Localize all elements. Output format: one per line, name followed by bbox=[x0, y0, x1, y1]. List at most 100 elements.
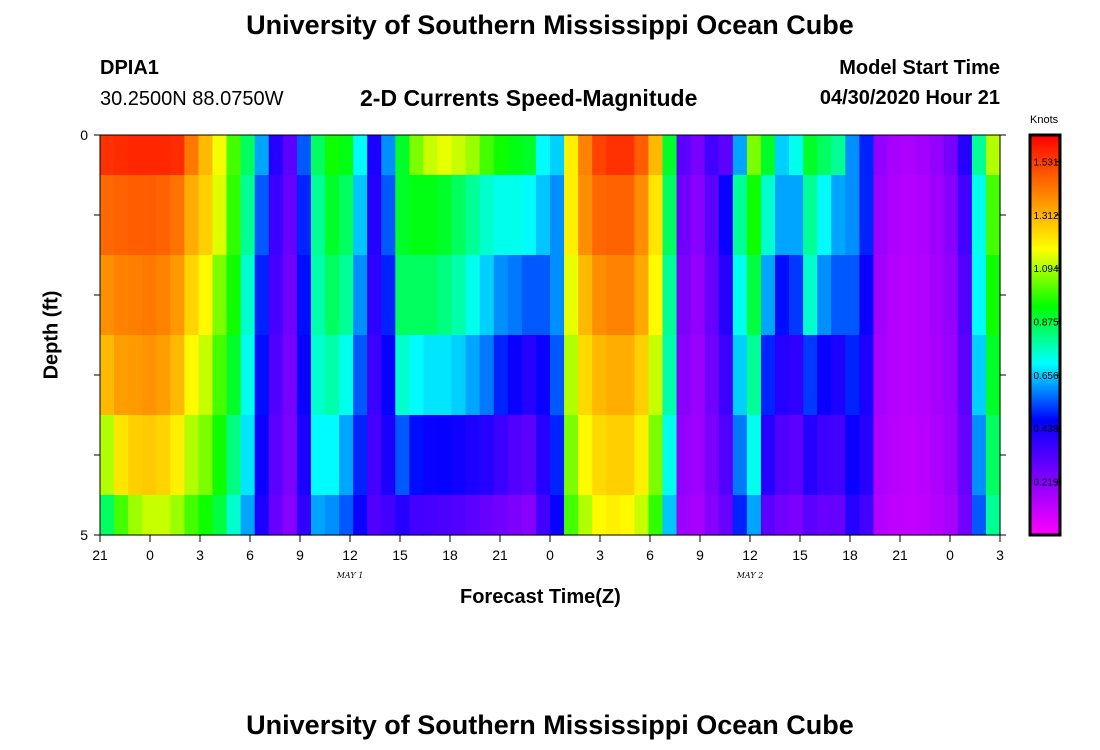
heatmap-cell bbox=[648, 335, 664, 416]
heatmap-cell bbox=[901, 255, 917, 336]
heatmap-cell bbox=[184, 255, 200, 336]
colorbar-tick-label: 0.656 bbox=[1033, 371, 1058, 382]
heatmap-cell bbox=[465, 335, 481, 416]
heatmap-cell bbox=[592, 495, 607, 536]
heatmap-cell bbox=[212, 135, 228, 176]
heatmap-cell bbox=[395, 495, 410, 536]
heatmap-cell bbox=[831, 255, 846, 336]
heatmap-cell bbox=[339, 495, 354, 536]
heatmap-cell bbox=[437, 175, 453, 256]
heatmap-cell bbox=[226, 495, 242, 536]
heatmap-cell bbox=[775, 495, 790, 536]
heatmap-cell bbox=[789, 495, 804, 536]
colorbar-tick-label: 1.312 bbox=[1033, 211, 1058, 222]
heatmap-cell bbox=[943, 495, 959, 536]
heatmap-cell bbox=[803, 495, 818, 536]
heatmap-cell bbox=[493, 415, 509, 496]
heatmap-cell bbox=[873, 335, 889, 416]
heatmap-cell bbox=[831, 415, 846, 496]
heatmap-cell bbox=[240, 175, 256, 256]
heatmap-cell bbox=[493, 335, 509, 416]
heatmap-cell bbox=[437, 135, 453, 176]
heatmap-cell bbox=[479, 175, 495, 256]
heatmap-cell bbox=[114, 335, 129, 416]
heatmap-cell bbox=[760, 175, 776, 256]
colorbar-ticks: 1.531 1.312 1.094 0.875 0.656 0.438 0.219 bbox=[1033, 158, 1060, 489]
heatmap-cell bbox=[718, 255, 734, 336]
heatmap-cell bbox=[831, 135, 846, 176]
x-tick-label: 6 bbox=[646, 547, 654, 563]
heatmap-cell bbox=[493, 175, 509, 256]
heatmap-cell bbox=[128, 175, 143, 256]
heatmap-cell bbox=[550, 495, 565, 536]
heatmap-cell bbox=[521, 415, 537, 496]
heatmap-cell bbox=[915, 175, 931, 256]
heatmap-cell bbox=[564, 495, 579, 536]
heatmap-cell bbox=[704, 415, 720, 496]
heatmap-cell bbox=[310, 495, 326, 536]
heatmap-cell bbox=[620, 415, 635, 496]
heatmap-cell bbox=[775, 335, 790, 416]
heatmap-cell bbox=[564, 175, 579, 256]
heatmap-cell bbox=[550, 255, 565, 336]
heatmap-cell bbox=[451, 255, 467, 336]
heatmap-cell bbox=[240, 135, 256, 176]
heatmap-cell bbox=[606, 255, 621, 336]
heatmap-cell bbox=[873, 495, 889, 536]
heatmap-cells bbox=[100, 135, 1001, 536]
heatmap-cell bbox=[268, 175, 284, 256]
heatmap-cell bbox=[423, 495, 439, 536]
heatmap-cell bbox=[395, 335, 410, 416]
heatmap-cell bbox=[971, 135, 987, 176]
heatmap-cell bbox=[310, 255, 326, 336]
heatmap-cell bbox=[789, 135, 804, 176]
heatmap-cell bbox=[817, 415, 832, 496]
heatmap-cell bbox=[409, 175, 425, 256]
heatmap-cell bbox=[985, 335, 1001, 416]
x-tick-label: 9 bbox=[696, 547, 704, 563]
heatmap-cell bbox=[170, 415, 185, 496]
x-axis-title: Forecast Time(Z) bbox=[460, 586, 621, 608]
heatmap-cell bbox=[662, 335, 678, 416]
heatmap-cell bbox=[296, 255, 312, 336]
heatmap-cell bbox=[775, 175, 790, 256]
heatmap-cell bbox=[521, 175, 537, 256]
heatmap-cell bbox=[648, 255, 664, 336]
heatmap-cell bbox=[423, 175, 439, 256]
heatmap-cell bbox=[493, 495, 509, 536]
heatmap-cell bbox=[929, 175, 945, 256]
heatmap-cell bbox=[929, 335, 945, 416]
heatmap-cell bbox=[381, 335, 396, 416]
heatmap-cell bbox=[409, 335, 425, 416]
heatmap-cell bbox=[339, 135, 354, 176]
heatmap-cell bbox=[170, 255, 185, 336]
heatmap-cell bbox=[479, 415, 495, 496]
heatmap-cell bbox=[985, 255, 1001, 336]
heatmap-cell bbox=[212, 335, 228, 416]
heatmap-cell bbox=[184, 495, 200, 536]
heatmap-cell bbox=[817, 135, 832, 176]
heatmap-cell bbox=[465, 135, 481, 176]
heatmap-cell bbox=[423, 335, 439, 416]
heatmap-cell bbox=[114, 495, 129, 536]
heatmap-cell bbox=[985, 415, 1001, 496]
heatmap-cell bbox=[873, 175, 889, 256]
heatmap-cell bbox=[325, 415, 340, 496]
heatmap-cell bbox=[198, 135, 214, 176]
heatmap-cell bbox=[718, 135, 734, 176]
heatmap-cell bbox=[156, 135, 171, 176]
heatmap-cell bbox=[789, 415, 804, 496]
heatmap-cell bbox=[437, 335, 453, 416]
x-tick-label: 6 bbox=[246, 547, 254, 563]
colorbar-tick-label: 1.094 bbox=[1033, 264, 1058, 275]
x-tick-label: 3 bbox=[996, 547, 1004, 563]
heatmap-cell bbox=[606, 415, 621, 496]
heatmap-cell bbox=[128, 255, 143, 336]
heatmap-cell bbox=[915, 135, 931, 176]
heatmap-cell bbox=[451, 495, 467, 536]
heatmap-cell bbox=[128, 415, 143, 496]
heatmap-cell bbox=[451, 335, 467, 416]
heatmap-cell bbox=[507, 415, 523, 496]
heatmap-cell bbox=[606, 495, 621, 536]
